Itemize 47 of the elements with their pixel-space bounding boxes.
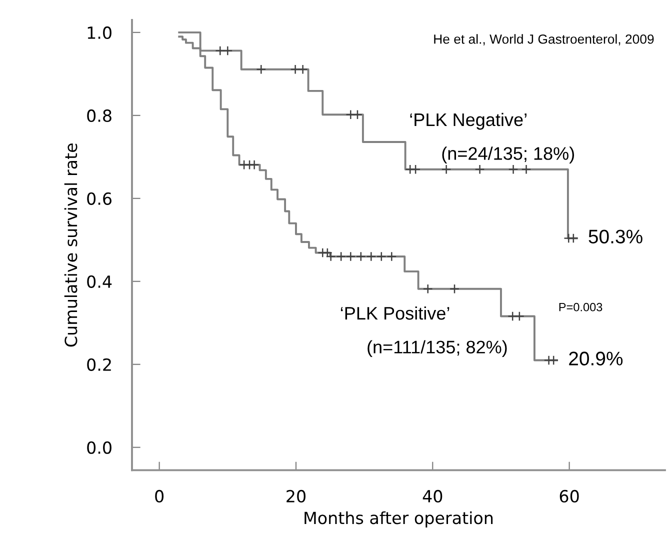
point [386, 251, 397, 262]
point [290, 64, 300, 74]
annotation: ‘PLK Negative’ [410, 112, 526, 130]
point [256, 64, 266, 74]
point [366, 251, 376, 262]
y-tick-label: 0.2 [87, 358, 111, 371]
point [521, 164, 532, 174]
point [410, 164, 421, 174]
x-tick-label: 60 [560, 490, 579, 503]
x-tick-label: 0 [155, 490, 164, 503]
point [449, 284, 460, 294]
x-axis-title: Months after operation [304, 511, 493, 528]
point [508, 311, 518, 322]
point [474, 164, 485, 174]
annotation: He et al., World J Gastroenterol, 2009 [434, 34, 654, 46]
point [215, 46, 226, 56]
point [346, 251, 356, 262]
y-tick-label: 0.4 [87, 275, 112, 288]
point [376, 251, 386, 262]
y-tick-label: 0.8 [87, 109, 112, 122]
point [336, 251, 346, 262]
annotation: 20.9% [569, 352, 623, 366]
point [352, 110, 362, 120]
point [222, 46, 233, 56]
y-tick-label: 1.0 [88, 26, 112, 40]
x-tick-label: 20 [286, 490, 306, 503]
annotation: P=0.003 [559, 302, 602, 312]
annotation: ‘PLK Positive’ [340, 306, 450, 320]
annotation: (n=24/135; 18%) [442, 146, 574, 164]
point [441, 164, 452, 174]
x-tick-label: 40 [422, 490, 442, 503]
point [508, 164, 518, 174]
annotation: 50.3% [588, 230, 642, 244]
point [346, 110, 356, 120]
point [356, 251, 366, 262]
annotation: (n=111/135; 82%) [368, 340, 507, 358]
y-axis-title: Cumulative survival rate [64, 144, 78, 347]
point [514, 311, 524, 322]
point [298, 64, 308, 74]
point [249, 160, 260, 170]
point [568, 233, 578, 244]
y-tick-label: 0.0 [87, 441, 112, 454]
point [422, 284, 433, 294]
point [326, 251, 336, 262]
point [548, 355, 559, 366]
point [322, 248, 332, 258]
y-tick-label: 0.6 [87, 192, 112, 205]
